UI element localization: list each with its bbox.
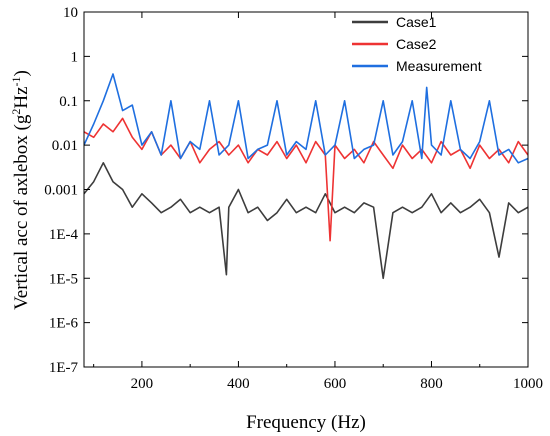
legend-label-case1: Case1 — [396, 14, 437, 30]
y-axis-title: Vertical acc of axlebox (g2Hz-1) — [9, 70, 32, 310]
y-tick-label: 1 — [71, 49, 79, 65]
y-tick-label: 0.1 — [59, 94, 78, 110]
y-tick-label: 1E-6 — [49, 316, 79, 332]
y-axis: 1E-7 1E-6 1E-5 1E-4 0.001 0.01 0.1 1 10 — [44, 5, 528, 376]
plot-lines — [84, 73, 528, 280]
x-axis-title: Frequency (Hz) — [246, 412, 366, 433]
y-tick-label: 0.01 — [52, 138, 78, 154]
y-tick-label: 1E-5 — [49, 271, 78, 287]
y-tick-label: 10 — [63, 5, 78, 21]
y-axis-title-tail: ) — [11, 70, 32, 76]
y-axis-title-sup1: 2 — [9, 109, 23, 115]
x-axis: 200 400 600 800 1000 — [93, 12, 543, 392]
series-line-case1 — [84, 162, 528, 280]
x-tick-label: 400 — [227, 376, 250, 392]
legend-label-case2: Case2 — [396, 36, 437, 52]
legend: Case1 Case2 Measurement — [352, 14, 482, 74]
series-line-measurement — [84, 73, 528, 164]
y-axis-title-mid: Hz — [11, 86, 32, 108]
x-tick-label: 200 — [131, 376, 154, 392]
y-axis-title-main: Vertical acc of axlebox (g — [11, 114, 32, 310]
y-axis-title-sup2: -1 — [9, 76, 23, 86]
y-tick-label: 1E-4 — [49, 227, 79, 243]
y-tick-label: 0.001 — [44, 183, 78, 199]
x-tick-label: 800 — [420, 376, 443, 392]
x-tick-label: 1000 — [513, 376, 543, 392]
x-tick-label: 600 — [324, 376, 347, 392]
y-tick-label: 1E-7 — [49, 360, 79, 376]
legend-label-measurement: Measurement — [396, 58, 482, 74]
series-line-case2 — [84, 117, 528, 242]
